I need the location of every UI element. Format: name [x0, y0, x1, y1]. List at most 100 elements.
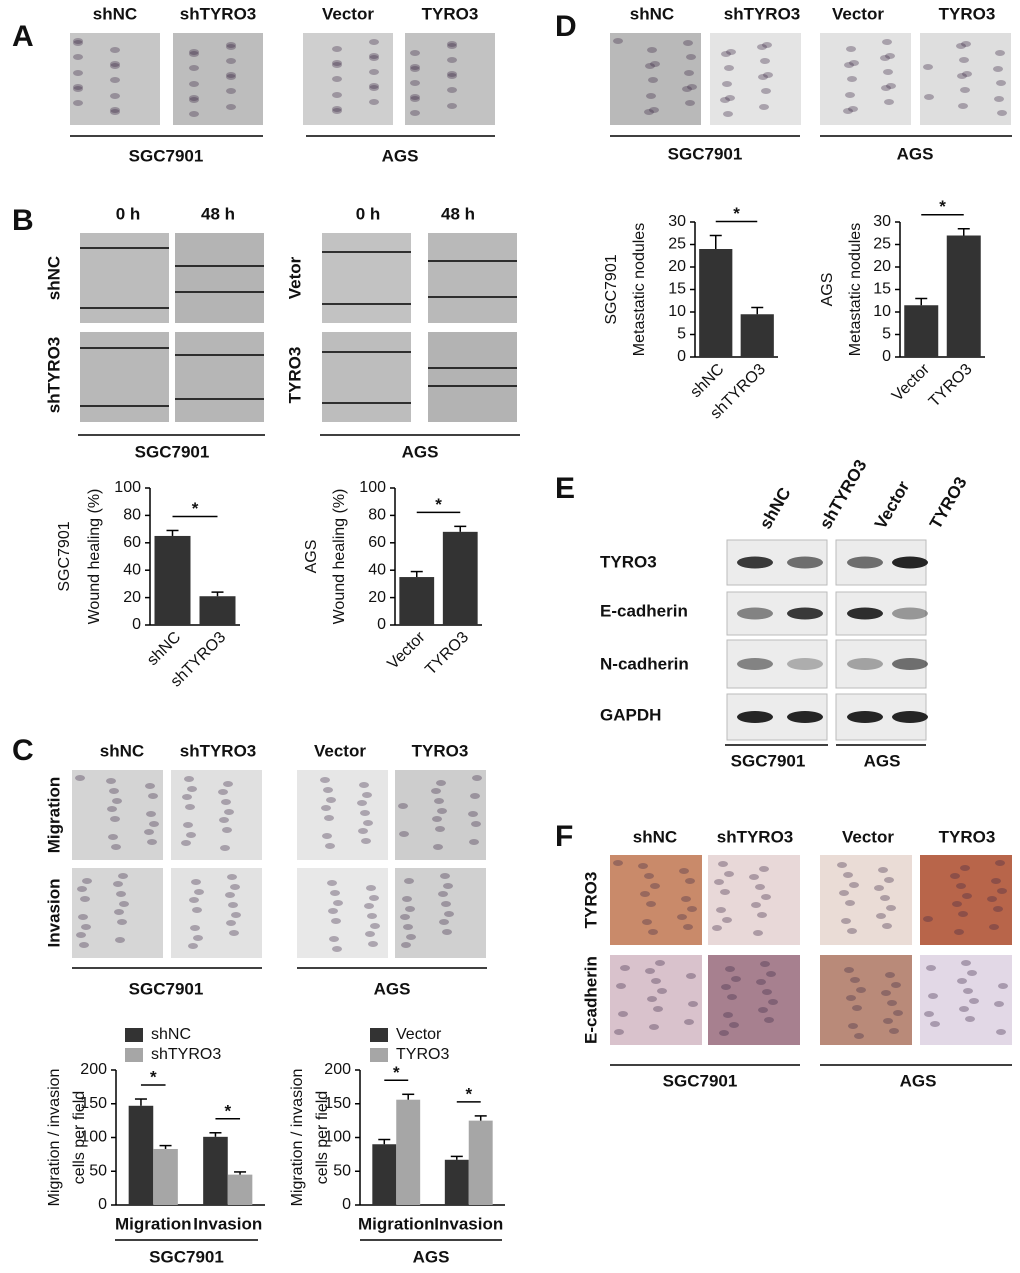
y-axis-label: SGC7901	[56, 521, 73, 591]
cell	[874, 885, 884, 891]
cell	[613, 38, 623, 44]
cell	[410, 64, 420, 70]
y-tick-label: 20	[873, 258, 891, 275]
y-tick-label: 100	[80, 1129, 107, 1146]
cell	[149, 821, 159, 827]
legend-label: shNC	[151, 1026, 191, 1043]
row-label: Invasion	[44, 879, 63, 948]
legend-swatch	[370, 1028, 388, 1042]
cell	[219, 817, 229, 823]
cell	[962, 893, 972, 899]
cell	[958, 911, 968, 917]
blot-band	[892, 658, 928, 670]
cell	[226, 72, 236, 78]
cell	[753, 930, 763, 936]
cell	[332, 92, 342, 98]
cell	[844, 62, 854, 68]
cell	[403, 924, 413, 930]
cell	[439, 919, 449, 925]
cell	[369, 55, 379, 61]
column-label: shTYRO3	[180, 4, 257, 23]
cell	[320, 777, 330, 783]
blot-band	[847, 556, 883, 569]
y-tick-label: 100	[324, 1129, 351, 1146]
cell	[960, 865, 970, 871]
cell	[648, 77, 658, 83]
cell	[410, 94, 420, 100]
cell	[444, 911, 454, 917]
cell	[447, 57, 457, 63]
cell	[436, 780, 446, 786]
micrograph	[920, 33, 1011, 125]
cell	[148, 793, 158, 799]
significance-star: *	[224, 1101, 231, 1120]
cell	[712, 925, 722, 931]
significance-star: *	[393, 1063, 400, 1082]
cell	[368, 941, 378, 947]
cell	[410, 110, 420, 116]
cell	[73, 38, 83, 44]
micrograph	[80, 233, 169, 323]
cell	[681, 896, 691, 902]
cell	[226, 88, 236, 94]
column-label: shTYRO3	[180, 741, 257, 760]
cell	[110, 77, 120, 83]
cell	[848, 1023, 858, 1029]
cell	[410, 50, 420, 56]
blot-band	[787, 711, 823, 723]
cell	[843, 872, 853, 878]
cell	[400, 914, 410, 920]
cell	[761, 88, 771, 94]
cell	[648, 929, 658, 935]
cell	[760, 961, 770, 967]
cell	[881, 990, 891, 996]
group-label: SGC7901	[663, 1071, 738, 1090]
cell	[954, 929, 964, 935]
significance-star: *	[150, 1068, 157, 1087]
cell	[73, 84, 83, 90]
cell	[883, 1018, 893, 1024]
cell	[109, 788, 119, 794]
cell	[644, 873, 654, 879]
significance-star: *	[435, 495, 442, 514]
cell	[110, 93, 120, 99]
column-label: shNC	[100, 741, 144, 760]
cell	[369, 85, 379, 91]
cell	[112, 798, 122, 804]
y-tick-label: 30	[873, 213, 891, 230]
column-label: shNC	[630, 4, 674, 23]
bar	[396, 1099, 421, 1205]
x-tick-label: Invasion	[434, 1214, 503, 1233]
cell	[447, 87, 457, 93]
cell	[447, 73, 457, 79]
cell	[618, 1011, 628, 1017]
cell	[358, 828, 368, 834]
column-label: Vector	[842, 827, 894, 846]
column-label: shNC	[93, 4, 137, 23]
micrograph	[428, 332, 517, 422]
group-label: AGS	[897, 144, 934, 163]
column-label: shTYRO3	[717, 827, 794, 846]
cell	[762, 42, 772, 48]
cell	[184, 776, 194, 782]
group-label: AGS	[382, 146, 419, 165]
cell	[186, 832, 196, 838]
micrograph	[322, 332, 411, 422]
significance-star: *	[939, 197, 946, 216]
cell	[724, 65, 734, 71]
cell	[961, 41, 971, 47]
cell	[996, 1029, 1006, 1035]
x-axis-label: AGS	[413, 1247, 450, 1266]
legend-label: shTYRO3	[151, 1046, 221, 1063]
cell	[844, 967, 854, 973]
cell	[880, 55, 890, 61]
cell	[880, 895, 890, 901]
y-tick-label: 80	[123, 507, 141, 524]
cell	[117, 919, 127, 925]
cell	[73, 40, 83, 46]
y-axis-label: AGS	[303, 540, 320, 574]
cell	[930, 1021, 940, 1027]
cell	[192, 907, 202, 913]
cell	[726, 49, 736, 55]
cell	[724, 871, 734, 877]
